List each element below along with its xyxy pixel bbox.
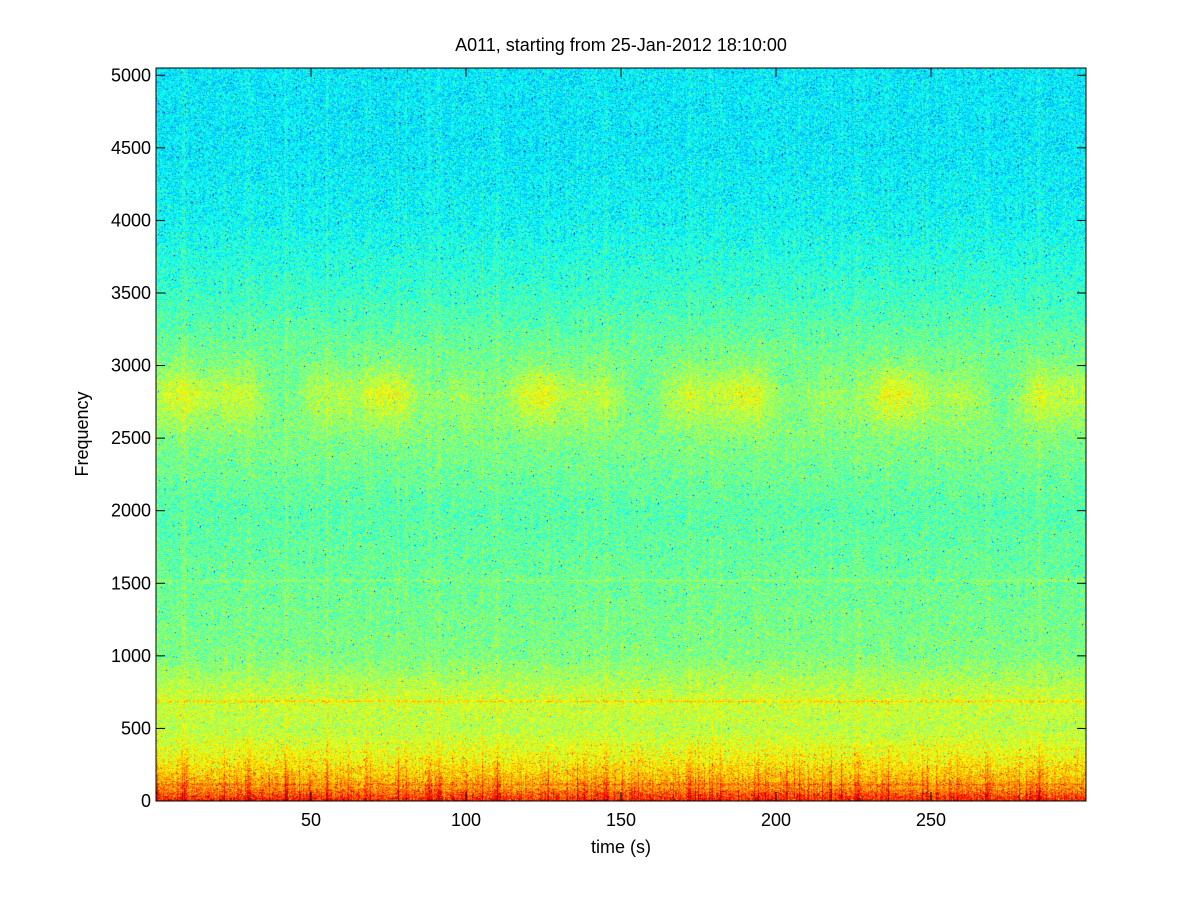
y-tick-label: 4000 <box>111 210 151 230</box>
y-tick-label: 500 <box>121 718 151 738</box>
y-tick-label: 2500 <box>111 428 151 448</box>
y-axis-ticks: 0 500 1000 1500 2000 2500 3000 3500 4000 4500 5000 <box>111 65 1086 811</box>
y-tick-label: 2000 <box>111 501 151 521</box>
x-tick-label: 50 <box>301 810 321 830</box>
x-tick-label: 250 <box>916 810 946 830</box>
y-tick-label: 3000 <box>111 356 151 376</box>
chart-title: A011, starting from 25-Jan-2012 18:10:00 <box>455 35 787 55</box>
y-axis-title: Frequency <box>72 391 92 476</box>
x-axis-ticks: 50 100 150 200 250 <box>301 68 946 830</box>
x-axis-title: time (s) <box>591 837 651 857</box>
spectrogram-image <box>156 68 1086 801</box>
y-tick-label: 5000 <box>111 65 151 85</box>
x-tick-label: 100 <box>451 810 481 830</box>
x-tick-label: 150 <box>606 810 636 830</box>
y-tick-label: 0 <box>141 791 151 811</box>
y-tick-label: 1500 <box>111 573 151 593</box>
y-tick-label: 1000 <box>111 646 151 666</box>
x-tick-label: 200 <box>761 810 791 830</box>
y-tick-label: 3500 <box>111 283 151 303</box>
y-tick-label: 4500 <box>111 138 151 158</box>
